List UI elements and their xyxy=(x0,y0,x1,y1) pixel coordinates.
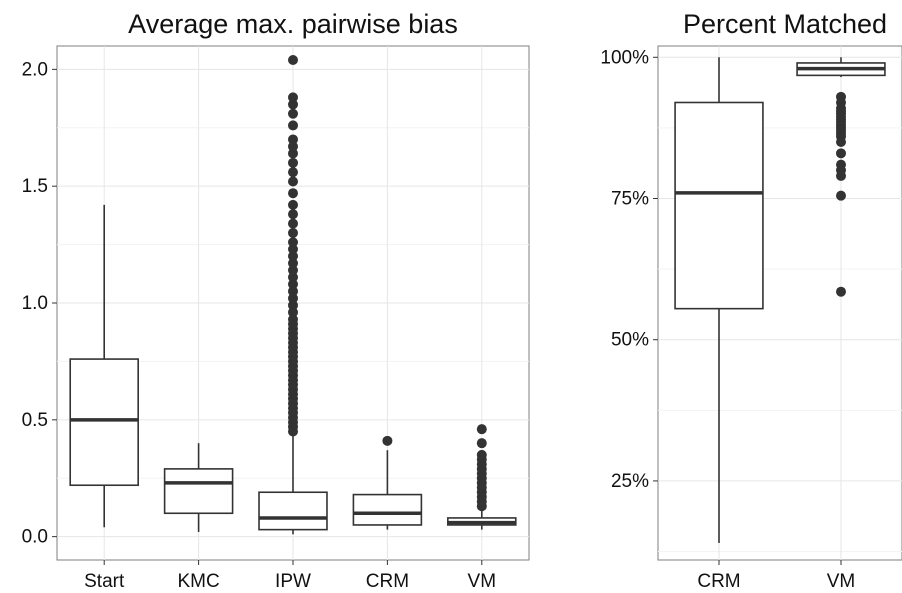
outlier-point xyxy=(288,293,298,304)
x-tick-label: VM xyxy=(468,571,497,592)
box-crm xyxy=(674,101,764,310)
outlier-point xyxy=(288,108,298,119)
chart-title: Percent Matched xyxy=(683,9,887,39)
panel-percent-matched: 25% 50% 75% 100% CRM VM Percent Matched xyxy=(600,9,902,592)
outlier-point xyxy=(288,188,298,199)
box-kmc xyxy=(163,468,234,515)
outlier-point xyxy=(288,134,298,145)
box-crm xyxy=(352,493,423,526)
x-tick-label: VM xyxy=(827,571,856,592)
x-tick-label: CRM xyxy=(697,571,740,592)
x-tick-label: CRM xyxy=(366,571,409,592)
outlier-point xyxy=(288,227,298,238)
outlier-point xyxy=(288,286,298,297)
outlier-point xyxy=(836,148,846,159)
outlier-point xyxy=(836,137,846,148)
y-tick-label: 25% xyxy=(611,471,649,492)
y-tick-label: 1.5 xyxy=(22,176,48,197)
outlier-point xyxy=(836,190,846,201)
outlier-point xyxy=(288,209,298,220)
outlier-point xyxy=(288,157,298,168)
outlier-point xyxy=(288,258,298,269)
outlier-point xyxy=(288,314,298,325)
y-tick-label: 0.0 xyxy=(22,527,48,548)
y-tick-label: 50% xyxy=(611,330,649,351)
outlier-point xyxy=(288,92,298,103)
outlier-point xyxy=(288,148,298,159)
outlier-point xyxy=(288,176,298,187)
y-tick-label: 75% xyxy=(611,189,649,210)
outlier-point xyxy=(476,438,487,449)
x-tick-label: KMC xyxy=(177,571,219,592)
chart-title: Average max. pairwise bias xyxy=(128,9,458,39)
y-tick-label: 100% xyxy=(600,47,649,68)
outlier-point xyxy=(288,167,298,178)
outlier-point xyxy=(288,237,298,248)
outlier-point xyxy=(476,424,487,435)
outlier-point xyxy=(288,265,298,276)
outlier-point xyxy=(836,170,846,181)
outlier-point xyxy=(288,300,298,311)
outlier-point xyxy=(476,449,487,460)
outlier-point xyxy=(288,55,298,66)
x-tick-label: Start xyxy=(84,571,125,592)
y-tick-label: 0.5 xyxy=(22,410,48,431)
y-tick-label: 1.0 xyxy=(22,293,48,314)
outlier-point xyxy=(288,199,298,210)
outlier-point xyxy=(288,307,298,318)
outlier-point xyxy=(288,251,298,262)
outlier-point xyxy=(288,120,298,131)
box-ipw xyxy=(258,491,328,531)
panel-average-bias: 0.0 0.5 1.0 1.5 2.0 Start KMC IPW CRM VM Average m… xyxy=(22,9,530,592)
outlier-point xyxy=(382,435,393,446)
box-start xyxy=(69,358,139,487)
outlier-point xyxy=(288,99,298,110)
outlier-point xyxy=(288,141,298,152)
outlier-point xyxy=(288,272,298,283)
y-tick-label: 2.0 xyxy=(22,59,48,80)
outlier-point xyxy=(288,218,298,229)
outlier-point xyxy=(288,244,298,255)
outlier-point xyxy=(836,286,846,297)
outlier-point xyxy=(288,279,298,290)
x-tick-label: IPW xyxy=(275,571,311,592)
